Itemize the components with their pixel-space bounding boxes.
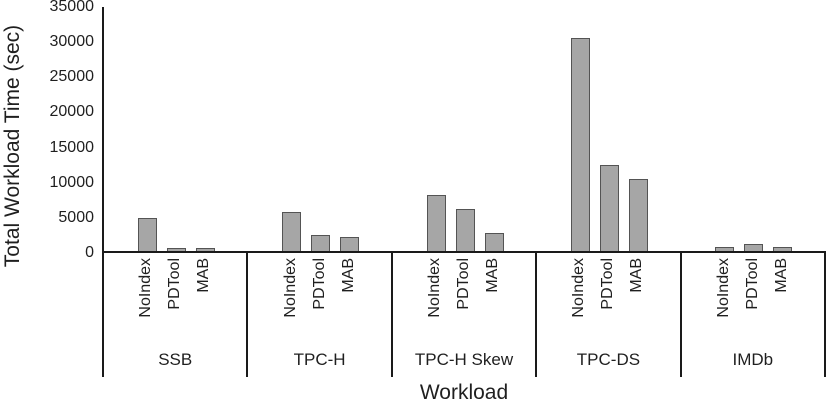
bar-label-row: NoIndex PDTool MAB <box>104 253 246 345</box>
bar-label-slot: MAB <box>628 253 647 345</box>
group-label: TPC-H <box>293 350 346 369</box>
bar-group-IMDb <box>682 7 826 251</box>
group-label: TPC-H Skew <box>414 350 514 369</box>
bar-category-label: MAB <box>339 258 357 293</box>
bar-category-label: PDTool <box>166 258 184 310</box>
bar-TPC-H Skew-PDTool <box>455 208 475 251</box>
bar-label-slot: MAB <box>772 253 791 345</box>
plot-area <box>102 7 826 253</box>
category-group-cell-SSB: NoIndex PDTool MAB SSB <box>104 253 249 377</box>
bar-group-TPC-DS <box>537 7 681 251</box>
bar-category-label: MAB <box>628 258 646 293</box>
bar-TPC-DS-NoIndex <box>570 38 590 251</box>
bar-TPC-DS-MAB <box>628 179 648 251</box>
category-group-cell-TPC-H Skew: NoIndex PDTool MAB TPC-H Skew <box>393 253 538 377</box>
bar-label-slot: PDTool <box>455 253 474 345</box>
bar-TPC-DS-PDTool <box>599 165 619 251</box>
y-axis-tick-label: 10000 <box>49 173 95 191</box>
bar-label-row: NoIndex PDTool MAB <box>537 253 679 345</box>
bar-category-label: NoIndex <box>714 258 732 318</box>
bar-label-slot: MAB <box>484 253 503 345</box>
bar-label-row: NoIndex PDTool MAB <box>248 253 390 345</box>
bar-label-slot: PDTool <box>599 253 618 345</box>
group-label: SSB <box>158 350 193 369</box>
bar-category-label: PDTool <box>743 258 761 310</box>
x-axis-title: Workload <box>419 381 509 404</box>
bar-IMDb-MAB <box>773 246 793 251</box>
bar-TPC-H-NoIndex <box>282 212 302 251</box>
y-axis-tick-label: 35000 <box>49 0 95 15</box>
category-group-cell-TPC-DS: NoIndex PDTool MAB TPC-DS <box>537 253 682 377</box>
bar-category-label: PDTool <box>455 258 473 310</box>
bar-label-slot: PDTool <box>743 253 762 345</box>
bar-TPC-H Skew-NoIndex <box>426 195 446 251</box>
bar-label-slot: PDTool <box>310 253 329 345</box>
bar-label-slot: NoIndex <box>714 253 733 345</box>
bar-SSB-NoIndex <box>137 218 157 251</box>
bar-label-row: NoIndex PDTool MAB <box>682 253 824 345</box>
group-label: TPC-DS <box>576 350 641 369</box>
bar-IMDb-NoIndex <box>715 246 735 251</box>
bar-group-TPC-H <box>248 7 392 251</box>
bar-group-TPC-H Skew <box>393 7 537 251</box>
category-group-cell-TPC-H: NoIndex PDTool MAB TPC-H <box>248 253 393 377</box>
y-axis-tick-label: 5000 <box>58 208 94 226</box>
y-axis-tick-label: 20000 <box>49 103 95 121</box>
bar-label-slot: NoIndex <box>570 253 589 345</box>
bar-label-slot: MAB <box>339 253 358 345</box>
y-axis-tick-label: 30000 <box>49 33 95 51</box>
bar-group-SSB <box>104 7 248 251</box>
bar-SSB-MAB <box>195 247 215 251</box>
bar-IMDb-PDTool <box>744 244 764 251</box>
y-axis-title: Total Workload Time (sec) <box>1 24 24 268</box>
bar-category-label: MAB <box>484 258 502 293</box>
y-axis-tick-label: 15000 <box>49 138 95 156</box>
bar-label-slot: PDTool <box>166 253 185 345</box>
bar-category-label: NoIndex <box>137 258 155 318</box>
bar-TPC-H Skew-MAB <box>484 233 504 251</box>
y-axis-tick-label: 0 <box>85 244 94 261</box>
y-axis-tick-label: 25000 <box>49 68 95 86</box>
category-axis-area: NoIndex PDTool MAB SSB NoIndex PDTool MAB TPC-H… <box>102 253 826 377</box>
group-label: IMDb <box>732 350 774 369</box>
bar-TPC-H-PDTool <box>311 235 331 251</box>
bar-SSB-PDTool <box>166 247 186 251</box>
bar-category-label: PDTool <box>599 258 617 310</box>
bar-TPC-H-MAB <box>340 236 360 251</box>
bar-label-row: NoIndex PDTool MAB <box>393 253 535 345</box>
bar-category-label: MAB <box>195 258 213 293</box>
bar-label-slot: NoIndex <box>281 253 300 345</box>
bar-category-label: NoIndex <box>281 258 299 318</box>
category-group-cell-IMDb: NoIndex PDTool MAB IMDb <box>682 253 824 377</box>
bar-label-slot: NoIndex <box>426 253 445 345</box>
bar-category-label: NoIndex <box>426 258 444 318</box>
bar-category-label: MAB <box>772 258 790 293</box>
bar-label-slot: NoIndex <box>137 253 156 345</box>
bar-category-label: NoIndex <box>570 258 588 318</box>
bar-label-slot: MAB <box>195 253 214 345</box>
bar-category-label: PDTool <box>310 258 328 310</box>
